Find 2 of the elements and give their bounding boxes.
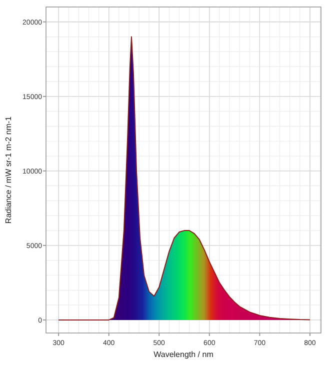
y-axis-title: Radiance / mW sr-1 m-2 nm-1 — [4, 116, 13, 224]
x-axis-title: Wavelength / nm — [154, 350, 214, 359]
